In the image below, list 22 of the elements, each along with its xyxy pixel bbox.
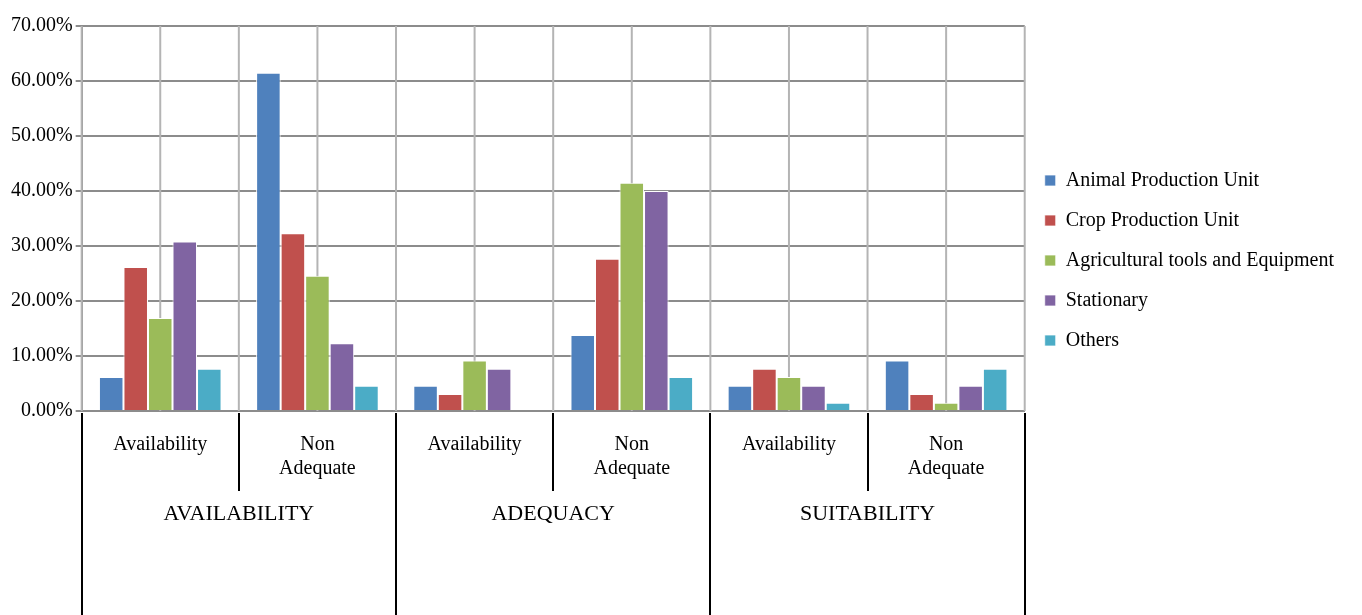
y-tick-label: 70.00% — [10, 13, 73, 36]
x-tick-label: Non Adequate — [279, 432, 356, 480]
y-tick-label: 10.00% — [10, 343, 73, 366]
legend-label: Others — [1065, 327, 1120, 350]
legend-label: Animal Production Unit — [1065, 167, 1260, 190]
y-tick-label: 40.00% — [10, 178, 73, 201]
text: SUITABILITY — [799, 499, 936, 525]
x-tick-label: Availability — [113, 432, 208, 456]
legend-label: Crop Production Unit — [1065, 207, 1240, 231]
x-tick-label: Non Adequate — [593, 432, 671, 480]
x-tick-label: Non Adequate — [907, 432, 985, 480]
y-tick-label: 30.00% — [10, 233, 73, 256]
x-tick-label: Availability — [741, 432, 836, 456]
x-tick-label: Availability — [427, 432, 522, 456]
legend-label: Stationary — [1065, 287, 1148, 311]
legend-label: Agricultural tools and Equipment — [1065, 247, 1335, 271]
text: AVAILABILITY — [163, 499, 315, 525]
y-tick-label: 50.00% — [10, 123, 73, 146]
y-tick-label: 20.00% — [10, 288, 73, 311]
y-tick-label: 60.00% — [10, 68, 73, 91]
y-tick-label: 0.00% — [20, 398, 73, 421]
text: ADEQUACY — [491, 499, 616, 525]
